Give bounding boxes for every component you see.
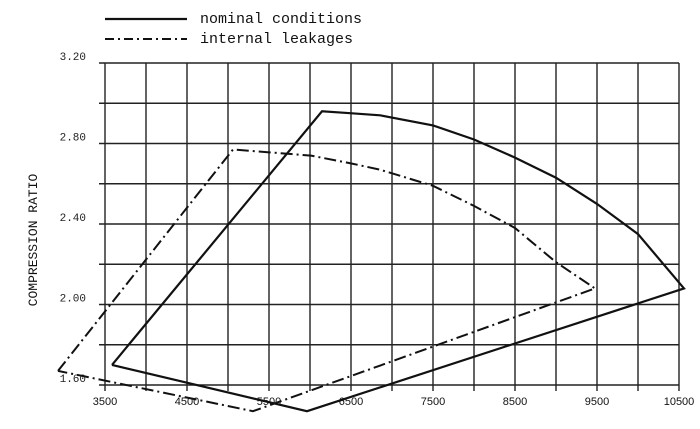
y-axis-label: COMPRESSION RATIO xyxy=(26,173,41,306)
x-tick-label: 10500 xyxy=(664,396,695,408)
y-tick-label: 2.00 xyxy=(60,294,86,306)
y-tick-label: 1.60 xyxy=(60,374,86,386)
y-axis-ticks: 1.60 2.00 2.40 2.80 3.20 xyxy=(60,52,86,386)
series-nominal-conditions xyxy=(111,110,686,413)
x-tick-label: 8500 xyxy=(503,396,527,408)
plot-grid xyxy=(99,62,680,391)
x-tick-label: 9500 xyxy=(585,396,609,408)
y-tick-label: 2.80 xyxy=(60,133,86,145)
y-tick-label: 3.20 xyxy=(60,52,86,64)
x-tick-label: 7500 xyxy=(421,396,445,408)
legend-label-leakages: internal leakages xyxy=(200,31,353,48)
x-axis-ticks: 3500 4500 5500 6500 7500 8500 9500 10500 xyxy=(93,396,695,408)
x-tick-label: 3500 xyxy=(93,396,117,408)
y-tick-label: 2.40 xyxy=(60,213,86,225)
series-internal-leakages xyxy=(57,148,598,413)
legend-label-nominal: nominal conditions xyxy=(200,11,362,28)
data-series xyxy=(57,110,686,413)
legend: nominal conditions internal leakages xyxy=(105,11,362,48)
